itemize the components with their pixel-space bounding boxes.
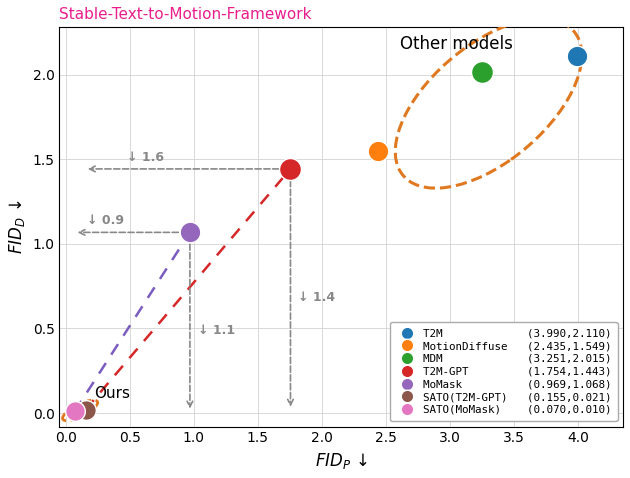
X-axis label: $FID_P$ ↓: $FID_P$ ↓: [315, 451, 367, 471]
Point: [81, 406, 91, 413]
Text: ↓ 1.4: ↓ 1.4: [298, 291, 335, 304]
Point: [477, 68, 487, 76]
Point: [373, 147, 383, 155]
Text: ↓ 0.9: ↓ 0.9: [87, 214, 124, 228]
Text: ↓ 1.1: ↓ 1.1: [198, 324, 235, 337]
Y-axis label: $FID_D$ ↓: $FID_D$ ↓: [7, 200, 27, 254]
Text: Other models: Other models: [400, 35, 513, 53]
Point: [70, 408, 80, 415]
Legend: T2M             (3.990,2.110), MotionDiffuse   (2.435,1.549), MDM             (3: T2M (3.990,2.110), MotionDiffuse (2.435,…: [390, 322, 617, 421]
Point: [185, 228, 195, 236]
Point: [572, 52, 582, 60]
Point: [285, 165, 295, 173]
Text: Ours: Ours: [94, 386, 130, 401]
Text: Stable-Text-to-Motion-Framework: Stable-Text-to-Motion-Framework: [59, 7, 312, 22]
Text: ↓ 1.6: ↓ 1.6: [127, 151, 164, 164]
